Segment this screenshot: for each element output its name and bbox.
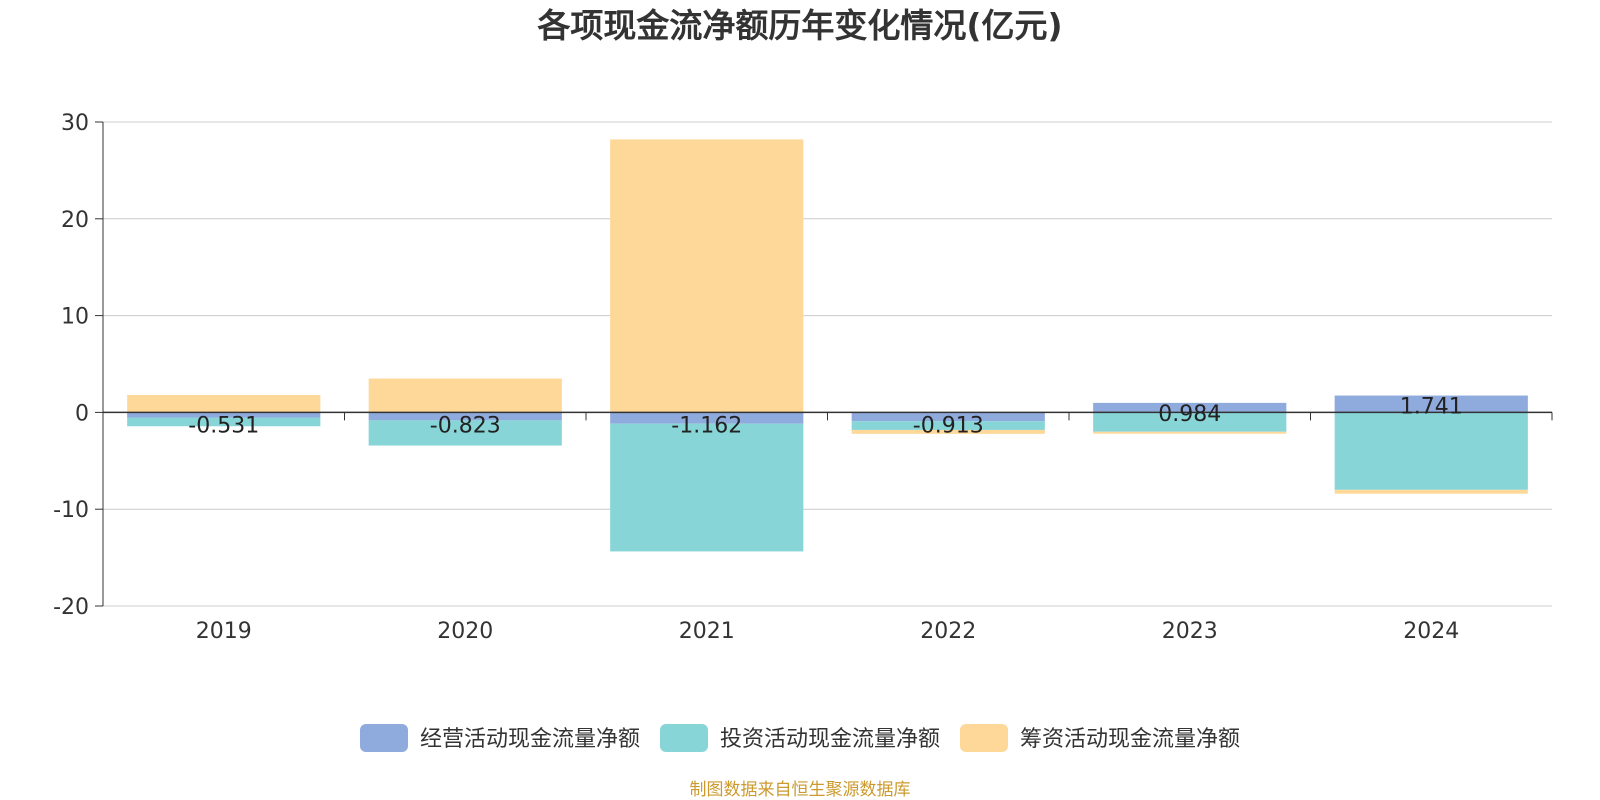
bar-segment — [851, 412, 1045, 422]
bar-segment — [127, 412, 321, 418]
x-tick-label: 2019 — [196, 619, 252, 644]
legend-label: 投资活动现金流量净额 — [720, 727, 940, 752]
bar-layer — [127, 139, 1528, 552]
legend-item[interactable]: 筹资活动现金流量净额 — [960, 724, 1240, 752]
legend-item[interactable]: 经营活动现金流量净额 — [360, 724, 640, 752]
bar-segment — [368, 412, 562, 421]
data-label: 1.741 — [1400, 395, 1463, 420]
bar-segment — [1093, 412, 1287, 432]
legend-swatch — [360, 724, 408, 752]
bar-segment — [1334, 395, 1528, 413]
x-tick-label: 2023 — [1162, 619, 1218, 644]
bar-segment — [610, 423, 804, 552]
bar-segment — [127, 417, 321, 427]
data-label: -0.913 — [913, 413, 984, 438]
bar-segment — [1093, 431, 1287, 434]
data-label: 0.984 — [1158, 402, 1221, 427]
bar-segment — [610, 412, 804, 424]
bar-segment — [851, 421, 1045, 430]
data-labels: -0.531 -0.823 -1.162 -0.913 0.984 1.741 — [188, 395, 1462, 439]
bar-segment — [610, 139, 804, 413]
grid-lines — [103, 121, 1552, 607]
y-tick-label: 20 — [61, 208, 89, 233]
legend-item[interactable]: 投资活动现金流量净额 — [660, 724, 940, 752]
y-tick-label: 10 — [61, 305, 89, 330]
bar-segment — [851, 429, 1045, 434]
chart-title: 各项现金流净额历年变化情况(亿元) — [537, 6, 1063, 45]
x-tick-label: 2021 — [679, 619, 735, 644]
legend-label: 筹资活动现金流量净额 — [1020, 727, 1240, 752]
bar-segment — [368, 420, 562, 446]
bar-segment — [1334, 412, 1528, 490]
legend-swatch — [960, 724, 1008, 752]
legend-swatch — [660, 724, 708, 752]
y-tick-label: -20 — [53, 595, 89, 620]
x-tick-label: 2022 — [920, 619, 976, 644]
axis-layer: -20 -10 0 10 20 30 2019 2020 2021 2022 2023 2024 — [53, 111, 1553, 644]
bar-segment — [127, 394, 321, 413]
source-note: 制图数据来自恒生聚源数据库 — [689, 780, 911, 800]
legend-label: 经营活动现金流量净额 — [420, 727, 640, 752]
bar-segment — [1334, 489, 1528, 494]
data-label: -1.162 — [671, 413, 742, 438]
data-label: -0.823 — [430, 413, 501, 438]
y-tick-label: 0 — [75, 401, 89, 426]
bar-segment — [368, 378, 562, 413]
bar-segment — [1093, 402, 1287, 413]
x-tick-label: 2020 — [437, 619, 493, 644]
data-label: -0.531 — [188, 413, 259, 438]
y-tick-label: 30 — [61, 111, 89, 136]
x-tick-label: 2024 — [1403, 619, 1459, 644]
legend[interactable]: 经营活动现金流量净额 投资活动现金流量净额 筹资活动现金流量净额 — [360, 724, 1240, 752]
y-tick-label: -10 — [53, 498, 89, 523]
